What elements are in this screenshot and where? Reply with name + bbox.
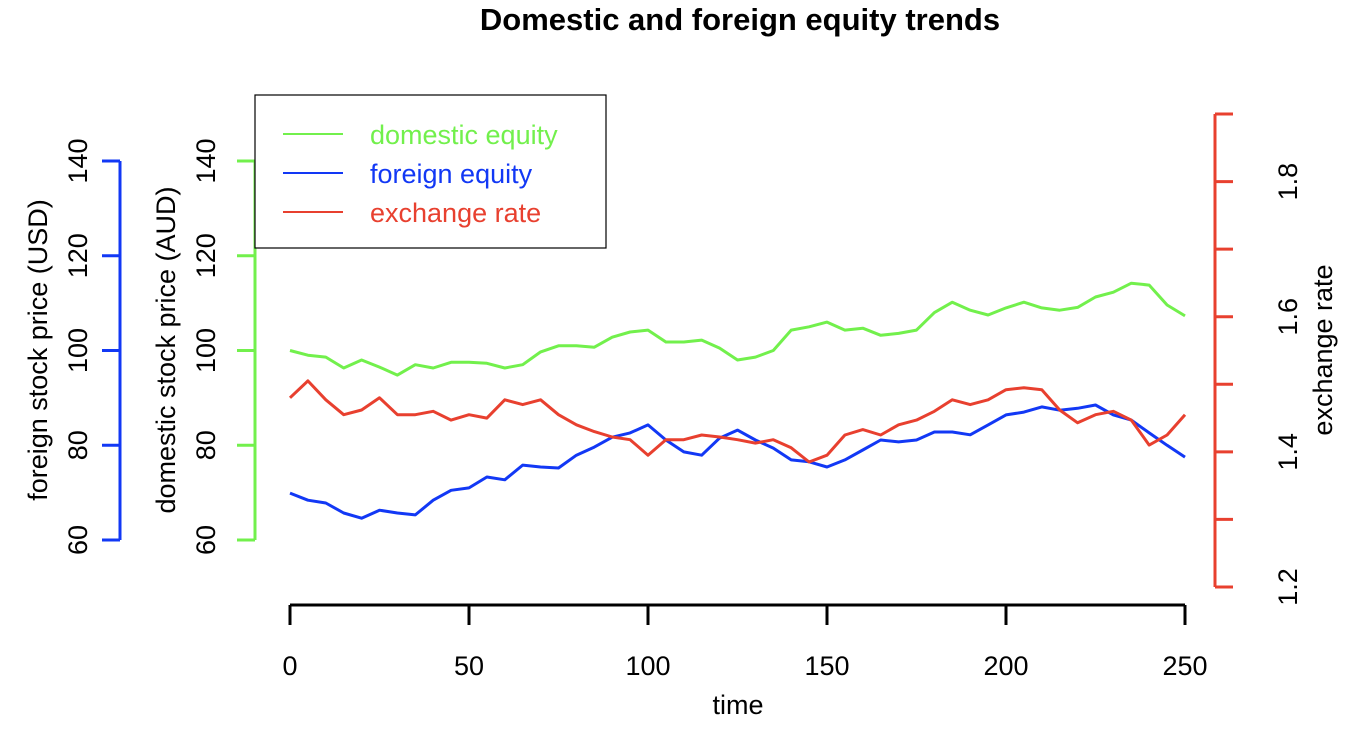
- exchange-tick-label: 1.4: [1273, 433, 1303, 471]
- legend-label: domestic equity: [370, 120, 558, 150]
- exchange-axis-label: exchange rate: [1308, 264, 1338, 435]
- x-tick-label: 150: [804, 651, 849, 681]
- legend: domestic equity foreign equity exchange ra…: [254, 94, 607, 249]
- x-axis-label: time: [712, 690, 763, 720]
- foreign-axis-label: foreign stock price (USD): [23, 199, 53, 501]
- x-tick-label: 100: [625, 651, 670, 681]
- foreign-tick-label: 80: [63, 430, 93, 460]
- foreign-tick-label: 100: [63, 328, 93, 373]
- foreign-tick-label: 60: [63, 525, 93, 555]
- domestic-tick-label: 80: [191, 430, 221, 460]
- exchange-tick-label: 1.6: [1273, 298, 1303, 336]
- exchange-tick-label: 1.2: [1273, 568, 1303, 606]
- legend-label: exchange rate: [370, 198, 541, 228]
- domestic-tick-label: 60: [191, 525, 221, 555]
- series-line-foreign-equity: [289, 403, 1186, 520]
- x-tick-label: 50: [454, 651, 484, 681]
- x-tick-label: 250: [1162, 651, 1207, 681]
- legend-box: [254, 94, 607, 249]
- series-line-exchange-rate: [288, 379, 1187, 464]
- domestic-tick-label: 120: [191, 233, 221, 278]
- foreign-tick-label: 120: [63, 233, 93, 278]
- legend-label: foreign equity: [370, 159, 533, 189]
- series-line-domestic-equity: [289, 281, 1186, 377]
- exchange-tick-label: 1.8: [1273, 163, 1303, 201]
- chart-title: Domestic and foreign equity trends: [480, 2, 1000, 37]
- x-tick-label: 200: [983, 651, 1028, 681]
- domestic-tick-label: 140: [191, 138, 221, 183]
- domestic-axis-label: domestic stock price (AUD): [151, 186, 181, 513]
- foreign-tick-label: 140: [63, 138, 93, 183]
- domestic-tick-label: 100: [191, 328, 221, 373]
- x-tick-label: 0: [282, 651, 297, 681]
